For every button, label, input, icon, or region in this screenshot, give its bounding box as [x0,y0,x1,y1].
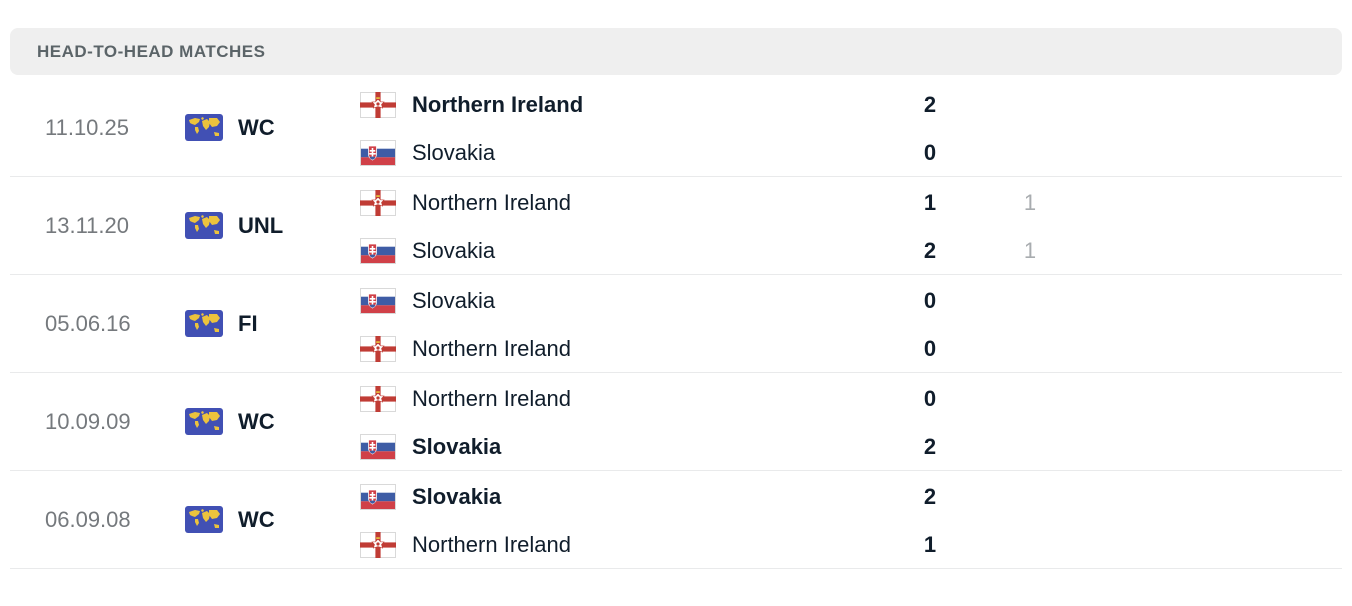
match-row[interactable]: 06.09.08 WC [10,471,1342,569]
match-date: 13.11.20 [45,212,130,238]
slovakia-flag-icon [360,238,396,264]
team-score: 0 [923,140,937,165]
team-name: Northern Ireland [412,336,571,361]
competition-code: UNL [238,212,284,238]
team-score: 1 [923,190,937,215]
team-line: Northern Ireland 1 1 [360,188,1342,218]
team-line: Northern Ireland 0 [360,334,1342,364]
team-line: Slovakia 2 [360,482,1342,512]
team-line: Northern Ireland 1 [360,530,1342,560]
competition-code: WC [238,506,275,532]
competition-cell: FI [185,275,360,372]
team-name: Slovakia [412,484,502,509]
team-secondary-score: 1 [1023,190,1037,215]
match-date: 06.09.08 [45,506,131,532]
teams-cell: Northern Ireland 1 1 [360,177,1342,274]
team-name: Northern Ireland [412,386,571,411]
northern-ireland-flag-icon [360,92,396,118]
slovakia-flag-icon [360,140,396,166]
team-score: 0 [923,386,937,411]
match-row[interactable]: 11.10.25 WC [10,79,1342,177]
competition-cell: WC [185,373,360,470]
competition-code: FI [238,310,258,336]
match-row[interactable]: 05.06.16 FI [10,275,1342,373]
team-line: Slovakia 0 [360,138,1342,168]
team-name: Slovakia [412,140,496,165]
team-score: 2 [923,238,937,263]
team-line: Northern Ireland 2 [360,90,1342,120]
northern-ireland-flag-icon [360,532,396,558]
world-map-icon [185,212,223,239]
match-row[interactable]: 13.11.20 UNL [10,177,1342,275]
team-score: 0 [923,336,937,361]
world-map-icon [185,114,223,141]
team-line: Slovakia 2 [360,432,1342,462]
competition-cell: UNL [185,177,360,274]
team-name: Slovakia [412,238,496,263]
northern-ireland-flag-icon [360,336,396,362]
competition-cell: WC [185,79,360,176]
team-secondary-score: 1 [1023,238,1037,263]
teams-cell: Northern Ireland 0 [360,373,1342,470]
section-title: HEAD-TO-HEAD MATCHES [37,41,266,61]
world-map-icon [185,506,223,533]
competition-code: WC [238,408,275,434]
team-line: Northern Ireland 0 [360,384,1342,414]
world-map-icon [185,408,223,435]
team-score: 1 [923,532,937,557]
slovakia-flag-icon [360,288,396,314]
competition-cell: WC [185,471,360,568]
team-score: 2 [923,484,937,509]
teams-cell: Slovakia 2 [360,471,1342,568]
teams-cell: Slovakia 0 [360,275,1342,372]
competition-code: WC [238,114,275,140]
teams-cell: Northern Ireland 2 [360,79,1342,176]
team-name: Northern Ireland [412,92,584,117]
team-line: Slovakia 0 [360,286,1342,316]
match-date: 05.06.16 [45,310,131,336]
team-name: Slovakia [412,288,496,313]
team-score: 2 [923,434,937,459]
section-header: HEAD-TO-HEAD MATCHES [10,28,1342,75]
match-row[interactable]: 10.09.09 WC [10,373,1342,471]
slovakia-flag-icon [360,484,396,510]
match-date: 10.09.09 [45,408,131,434]
matches-list: 11.10.25 WC [10,79,1342,569]
world-map-icon [185,310,223,337]
slovakia-flag-icon [360,434,396,460]
team-name: Slovakia [412,434,502,459]
team-line: Slovakia 2 1 [360,236,1342,266]
team-name: Northern Ireland [412,190,571,215]
team-name: Northern Ireland [412,532,571,557]
team-score: 2 [923,92,937,117]
northern-ireland-flag-icon [360,386,396,412]
northern-ireland-flag-icon [360,190,396,216]
match-date: 11.10.25 [45,114,130,140]
team-score: 0 [923,288,937,313]
